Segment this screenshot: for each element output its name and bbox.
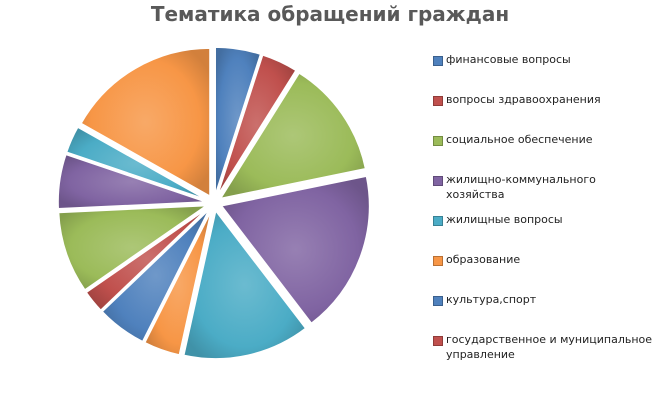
pie-slice xyxy=(57,204,209,291)
pie-slice xyxy=(220,175,371,325)
pie-slice xyxy=(216,53,298,197)
legend-label: жилищно-коммунального хозяйства xyxy=(446,173,596,201)
legend-item-healthcare: вопросы здравоохранения xyxy=(433,92,658,132)
legend-item-finance: финансовые вопросы xyxy=(433,52,658,92)
legend-label: государственное и муниципальное управлен… xyxy=(446,333,653,361)
legend-swatch xyxy=(433,336,443,346)
legend-swatch xyxy=(433,216,443,226)
pie-slice xyxy=(143,210,213,356)
legend-label: финансовые вопросы xyxy=(446,53,571,66)
legend-item-government: государственное и муниципальное управлен… xyxy=(433,332,658,372)
legend-swatch xyxy=(433,56,443,66)
pie-slice xyxy=(219,72,367,200)
legend-label: вопросы здравоохранения xyxy=(446,93,601,106)
pie-slice xyxy=(214,46,262,196)
legend-label: образование xyxy=(446,253,521,266)
legend-item-communal: жилищно-коммунального хозяйства xyxy=(433,172,658,212)
legend-item-education: образование xyxy=(433,252,658,292)
pie-slice xyxy=(101,208,210,343)
legend-swatch xyxy=(433,256,443,266)
legend-item-social: социальное обеспечение xyxy=(433,132,658,172)
pie-slice xyxy=(65,126,208,201)
legend-swatch xyxy=(433,96,443,106)
legend-item-culture-sport: культура,спорт xyxy=(433,292,658,332)
pie-slice xyxy=(80,47,211,198)
legend-swatch xyxy=(433,176,443,186)
chart-title: Тематика обращений граждан xyxy=(150,2,510,26)
legend-item-housing: жилищные вопросы xyxy=(433,212,658,252)
legend-swatch xyxy=(433,136,443,146)
legend-label: жилищные вопросы xyxy=(446,213,563,226)
legend-label: социальное обеспечение xyxy=(446,133,593,146)
legend-swatch xyxy=(433,296,443,306)
pie-slice xyxy=(85,207,209,312)
legend-label: культура,спорт xyxy=(446,293,537,306)
pie-slice xyxy=(182,209,307,360)
pie-slice xyxy=(57,153,207,210)
chart-legend: финансовые вопросы вопросы здравоохранен… xyxy=(433,52,658,372)
